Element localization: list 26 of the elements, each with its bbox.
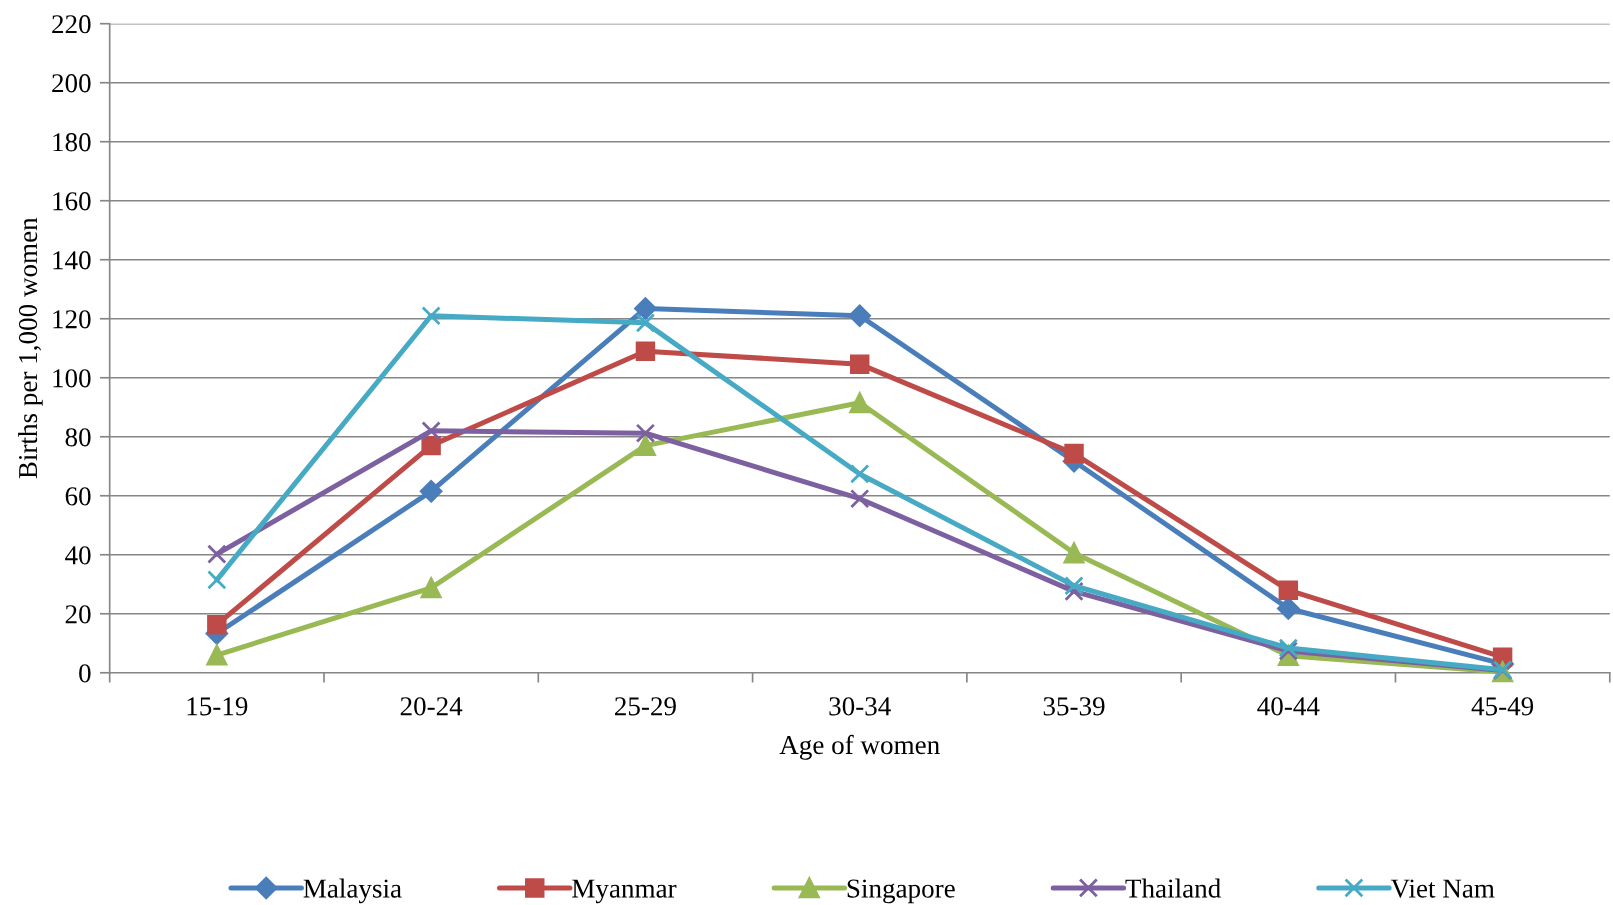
x-tick-label: 45-49: [1471, 697, 1534, 716]
legend-label: Thailand: [1125, 878, 1221, 898]
legend-label: Viet Nam: [1390, 879, 1495, 898]
legend-label: Malaysia: [303, 878, 402, 904]
y-tick-label: 40: [65, 546, 91, 565]
y-tick-label: 60: [65, 487, 91, 506]
y-tick-label: 160: [53, 192, 91, 211]
x-tick-label: 35-39: [1043, 697, 1105, 716]
y-tick-label: 80: [65, 428, 91, 447]
legend-label: Singapore: [847, 879, 955, 904]
y-tick-label: 180: [53, 133, 91, 152]
x-tick-label: 20-24: [400, 697, 463, 716]
legend-label: Myanmar: [572, 879, 677, 904]
x-tick-label: 40-44: [1257, 697, 1320, 716]
y-axis-title: Births per 1,000 women: [18, 217, 43, 479]
y-tick-label: 0: [79, 664, 91, 683]
y-tick-label: 20: [65, 605, 91, 624]
y-tick-label: 140: [53, 251, 91, 270]
y-tick-label: 120: [53, 310, 91, 329]
x-tick-label: 30-34: [829, 697, 891, 716]
y-tick-label: 220: [52, 15, 91, 34]
x-tick-label: 25-29: [615, 697, 676, 716]
y-tick-label: 200: [52, 74, 91, 93]
x-tick-label: 15-19: [187, 697, 248, 716]
y-tick-label: 100: [53, 369, 91, 388]
x-axis-title: Age of women: [779, 734, 940, 760]
